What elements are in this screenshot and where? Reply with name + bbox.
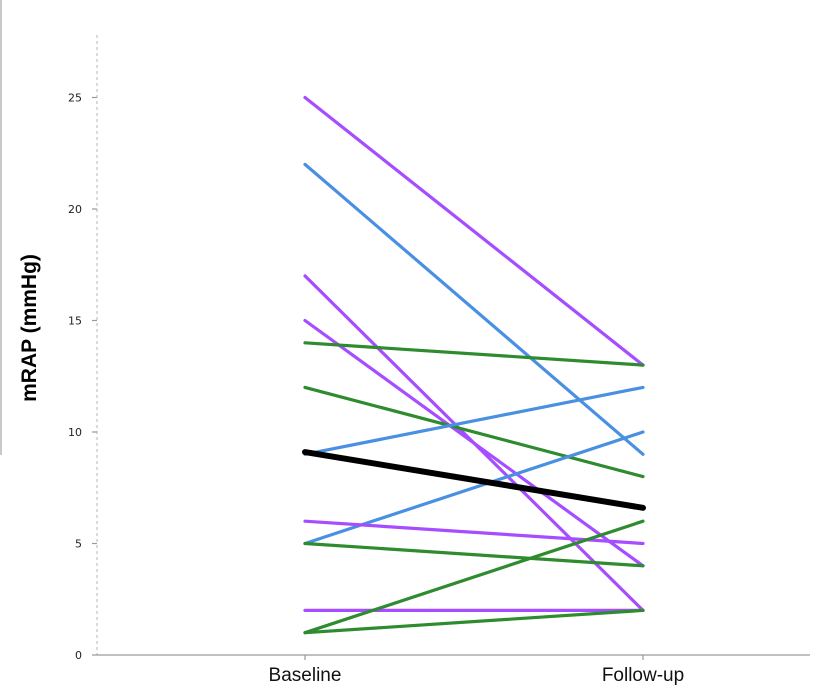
mean-series-line xyxy=(302,449,646,511)
y-tick-label: 0 xyxy=(75,649,82,662)
series-lines-group xyxy=(302,95,646,635)
series-line xyxy=(303,385,645,479)
y-tick-label: 20 xyxy=(68,203,82,216)
y-axis-title: mRAP (mmHg) xyxy=(18,254,41,402)
series-line xyxy=(303,541,645,568)
series-line xyxy=(303,318,645,568)
series-line xyxy=(303,162,645,456)
series-line xyxy=(303,519,645,546)
y-tick-label: 5 xyxy=(75,538,82,551)
y-tick-label: 10 xyxy=(68,426,82,439)
series-line xyxy=(303,95,645,367)
series-line xyxy=(303,519,645,635)
series-line xyxy=(303,341,645,367)
series-line xyxy=(303,385,645,456)
x-labels-group: Baseline Follow-up xyxy=(269,655,684,686)
y-tick-label: 25 xyxy=(68,92,82,105)
y-tick-label: 15 xyxy=(68,315,82,328)
series-line xyxy=(303,608,645,635)
x-category-label: Follow-up xyxy=(602,665,684,686)
y-ticks-group: 0 5 10 15 20 25 xyxy=(68,92,97,662)
x-category-label: Baseline xyxy=(269,665,342,686)
series-line xyxy=(303,430,645,546)
